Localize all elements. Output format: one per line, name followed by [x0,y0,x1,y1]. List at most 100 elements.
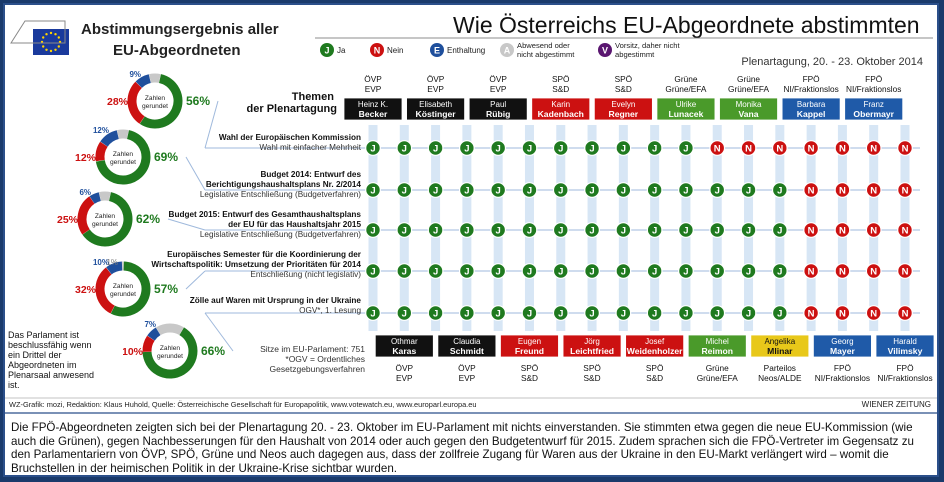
vote-code: J [433,308,438,319]
vote-circle-icon [365,222,381,238]
donut-no-label: 28% [107,96,129,108]
vote-badge: N [897,182,913,198]
mep-name-box [468,97,528,121]
donut-yes-label: 62% [136,212,160,226]
vote-code: J [527,185,532,196]
donut-connector [204,312,234,352]
vote-code: N [902,225,909,236]
vote-code: J [746,225,751,236]
vote-code: J [370,185,375,196]
vote-circle-icon [615,140,632,156]
mep-last-name: Freund [515,346,544,356]
vote-badge: J [458,140,475,156]
vote-circle-icon [834,222,851,238]
vote-badge: J [740,182,757,198]
vote-code: J [496,225,501,236]
topic-subtitle: OGV*, 1. Lesung [299,306,361,315]
vote-code: N [870,225,877,236]
vote-code: J [746,266,751,277]
mep-name-box [813,334,872,358]
legend-label: Vorsitz, daher nicht [615,41,680,50]
donut-abst-label: 10% [93,258,109,267]
donut-abst-label: 12% [93,126,109,135]
vote-code: N [839,143,846,154]
vote-badge: J [458,182,475,198]
vote-badge: J [646,140,663,156]
topic-subtitle: Legislative Entschließung (Budgetverfahr… [200,230,361,239]
vote-code: J [558,143,563,154]
vote-circle-icon [490,263,507,279]
vote-badge: N [834,305,851,321]
topic-title: Budget 2015: Entwurf des Gesamthaushalts… [169,210,362,219]
vote-circle-icon [552,305,569,321]
vote-badge: J [396,222,413,238]
vote-code: J [558,266,563,277]
vote-badge: J [615,305,632,321]
mep-name-box [437,334,497,358]
mep-party: SPÖ [521,363,539,373]
vote-circle-icon [584,305,600,321]
donut-yes-label: 57% [154,282,178,296]
mep-last-name: Köstinger [416,109,457,119]
donut-abst-label: 6% [79,188,91,197]
vote-badge: N [865,263,882,279]
vote-badge: N [865,140,882,156]
vote-code: J [715,225,720,236]
vote-badge: J [646,182,663,198]
mep-last-name: Leichtfried [570,346,614,356]
vote-code: N [902,185,909,196]
vote-circle-icon [771,305,788,321]
vote-circle-icon [865,182,882,198]
eu-flag-icon [33,29,69,55]
legend-circle-icon [430,43,444,57]
vote-code: N [839,185,846,196]
mep-first-name: Elisabeth [419,100,452,109]
mep-first-name: Paul [490,100,506,109]
donut-segment [89,192,101,204]
vote-circle-icon [803,263,820,279]
vote-badge: J [740,222,757,238]
vote-code: J [652,185,657,196]
themes-header-line-2: der Plenartagung [247,103,337,115]
mep-group: NI/Fraktionslos [783,84,838,94]
legend-code: J [324,46,329,56]
vote-circle-icon [834,140,851,156]
donut-segment [95,141,108,162]
vote-circle-icon [615,305,632,321]
vote-code: J [558,225,563,236]
vote-badge: J [490,305,507,321]
vote-circle-icon [646,140,663,156]
donut-segment [95,267,115,314]
vote-circle-icon [678,263,694,279]
vote-circle-icon [521,263,538,279]
brand-logo: WIENER ZEITUNG [862,400,931,409]
vote-code: J [652,225,657,236]
vote-badge: N [803,140,820,156]
vote-circle-icon [458,222,475,238]
note-box [5,327,123,391]
vote-code: J [715,308,720,319]
mep-group: S&D [615,84,632,94]
mep-name-box [531,97,591,121]
topic-title: Europäisches Semester für die Koordinier… [167,250,362,259]
seats-note-2: Gesetzgebungsverfahren [270,364,366,374]
vote-badge: J [552,263,569,279]
vote-code: J [589,308,594,319]
mep-last-name: Becker [359,109,388,119]
seats-info: Sitze im EU-Parlament: 751 *OGV = Ordent… [260,344,365,374]
vote-badge: J [771,222,788,238]
seats-note-1: *OGV = Ordentliches [285,354,365,364]
vote-badge: J [771,305,788,321]
topic-subtitle: Wahl mit einfacher Mehrheit [259,143,361,152]
mep-last-name: Mlinar [767,346,793,356]
vote-badge: N [771,140,788,156]
mep-first-name: Monika [736,100,762,109]
vote-circle-icon [646,182,663,198]
donut-segment [142,327,198,379]
vote-code: J [370,143,375,154]
vote-code: J [715,185,720,196]
